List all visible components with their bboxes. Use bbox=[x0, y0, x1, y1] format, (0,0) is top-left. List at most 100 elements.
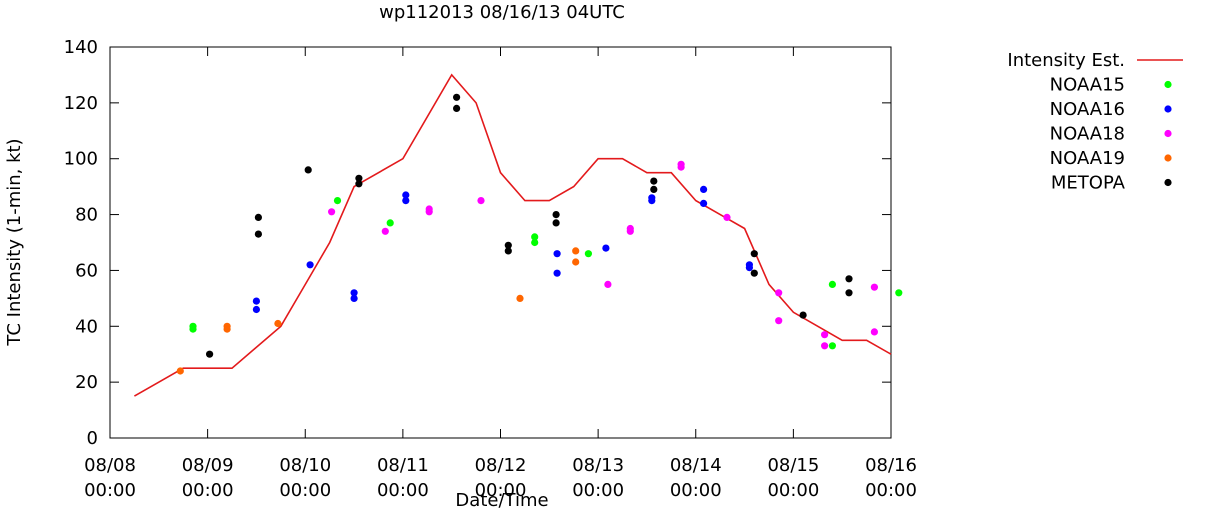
y-tick-label: 40 bbox=[75, 316, 98, 337]
x-tick-date: 08/09 bbox=[182, 455, 234, 476]
data-point-noaa15 bbox=[828, 342, 837, 350]
legend-swatch-noaa19 bbox=[1164, 154, 1172, 162]
y-tick-label: 100 bbox=[64, 149, 98, 170]
y-tick-labels: 0 20 40 60 80 100 120 140 bbox=[64, 37, 98, 449]
data-point-noaa15 bbox=[531, 233, 539, 241]
data-point-metopa bbox=[845, 275, 853, 283]
data-point-noaa16 bbox=[700, 199, 708, 207]
x-tick-time: 00:00 bbox=[279, 480, 331, 501]
x-tick-date: 08/14 bbox=[670, 455, 722, 476]
data-point-metopa bbox=[254, 213, 262, 221]
series-noaa19 bbox=[176, 247, 580, 375]
data-point-noaa15 bbox=[895, 289, 903, 297]
data-point-noaa19 bbox=[274, 319, 282, 328]
data-point-noaa15 bbox=[386, 219, 394, 227]
data-point-metopa bbox=[650, 177, 658, 185]
data-point-noaa18 bbox=[677, 163, 685, 171]
data-point-metopa bbox=[504, 247, 512, 255]
x-axis-label: Date/Time bbox=[455, 490, 548, 509]
data-point-noaa16 bbox=[306, 261, 314, 269]
x-tick-date: 08/10 bbox=[279, 455, 331, 476]
data-point-metopa bbox=[304, 166, 312, 174]
data-point-noaa19 bbox=[223, 325, 231, 333]
series-metopa bbox=[206, 93, 853, 358]
data-point-noaa16 bbox=[602, 244, 610, 252]
legend-label-noaa18: NOAA18 bbox=[1050, 124, 1125, 145]
data-point-noaa18 bbox=[870, 328, 879, 336]
data-point-metopa bbox=[552, 211, 560, 219]
data-point-metopa bbox=[845, 289, 853, 297]
legend-swatch-noaa18 bbox=[1164, 129, 1172, 138]
data-point-metopa bbox=[355, 174, 363, 182]
x-tick-date: 08/11 bbox=[377, 455, 429, 476]
legend: Intensity Est. NOAA15 NOAA16 NOAA18 NOAA19 ME… bbox=[1007, 50, 1183, 194]
data-point-noaa18 bbox=[821, 342, 829, 350]
data-point-metopa bbox=[750, 269, 758, 277]
data-point-noaa18 bbox=[821, 331, 829, 339]
data-point-noaa16 bbox=[745, 264, 754, 272]
data-point-metopa bbox=[799, 311, 807, 319]
y-tick-label: 60 bbox=[75, 260, 98, 281]
x-tick-date: 08/16 bbox=[865, 455, 917, 476]
legend-swatch-noaa15 bbox=[1164, 80, 1172, 89]
data-point-noaa16 bbox=[350, 294, 358, 302]
data-point-noaa18 bbox=[775, 317, 783, 325]
data-point-noaa18 bbox=[425, 208, 433, 216]
legend-swatch-metopa bbox=[1164, 178, 1172, 187]
data-point-noaa16 bbox=[553, 269, 561, 277]
y-tick-label: 80 bbox=[75, 205, 98, 226]
data-point-metopa bbox=[206, 350, 214, 358]
data-point-noaa15 bbox=[828, 280, 837, 288]
legend-label-metopa: METOPA bbox=[1051, 173, 1126, 194]
data-point-metopa bbox=[750, 250, 758, 258]
y-tick-label: 120 bbox=[64, 93, 98, 114]
data-point-noaa16 bbox=[553, 250, 561, 258]
x-tick-time: 00:00 bbox=[572, 480, 624, 501]
legend-swatch-noaa16 bbox=[1164, 105, 1172, 113]
series-noaa16 bbox=[252, 185, 754, 314]
data-point-noaa19 bbox=[516, 294, 524, 302]
data-point-noaa18 bbox=[328, 208, 336, 216]
data-point-noaa16 bbox=[402, 197, 410, 205]
data-point-noaa18 bbox=[870, 283, 879, 291]
x-tick-time: 00:00 bbox=[475, 480, 527, 501]
y-tick-label: 140 bbox=[64, 37, 98, 58]
series-noaa15 bbox=[189, 197, 903, 350]
data-point-noaa18 bbox=[381, 227, 389, 235]
data-point-noaa19 bbox=[572, 258, 580, 266]
data-point-noaa16 bbox=[402, 191, 410, 199]
x-tick-date: 08/15 bbox=[767, 455, 819, 476]
x-tick-date: 08/08 bbox=[84, 455, 136, 476]
legend-label-noaa15: NOAA15 bbox=[1050, 75, 1125, 96]
chart-title: wp112013 08/16/13 04UTC bbox=[379, 2, 625, 23]
x-tick-labels: 08/08 00:00 08/09 00:00 08/10 00:00 08/11 00:00… bbox=[84, 455, 917, 501]
data-point-noaa16 bbox=[648, 197, 656, 205]
x-tick-time: 00:00 bbox=[182, 480, 234, 501]
y-axis-label: TC Intensity (1-min, kt) bbox=[4, 138, 25, 346]
data-point-noaa19 bbox=[572, 247, 580, 255]
y-tick-label: 0 bbox=[87, 428, 98, 449]
data-point-metopa bbox=[453, 93, 461, 101]
legend-label-noaa16: NOAA16 bbox=[1050, 99, 1125, 120]
data-point-noaa16 bbox=[252, 297, 260, 305]
legend-label-intensity-est: Intensity Est. bbox=[1007, 50, 1125, 71]
legend-label-noaa19: NOAA19 bbox=[1050, 148, 1125, 169]
data-point-noaa16 bbox=[252, 305, 260, 314]
data-point-noaa18 bbox=[604, 280, 612, 288]
plot-frame bbox=[109, 46, 892, 439]
data-point-noaa15 bbox=[584, 250, 593, 258]
satellite-points-layer bbox=[176, 93, 903, 375]
data-point-noaa15 bbox=[189, 325, 197, 333]
intensity-est-line bbox=[134, 73, 892, 397]
x-tick-date: 08/12 bbox=[475, 455, 527, 476]
x-tick-time: 00:00 bbox=[84, 480, 136, 501]
data-point-metopa bbox=[254, 230, 262, 238]
data-point-noaa18 bbox=[477, 197, 485, 205]
x-tick-time: 00:00 bbox=[377, 480, 429, 501]
data-point-metopa bbox=[355, 180, 363, 188]
data-point-noaa19 bbox=[176, 367, 184, 375]
x-tick-time: 00:00 bbox=[767, 480, 819, 501]
data-point-noaa15 bbox=[531, 238, 539, 247]
data-point-noaa18 bbox=[626, 227, 634, 235]
